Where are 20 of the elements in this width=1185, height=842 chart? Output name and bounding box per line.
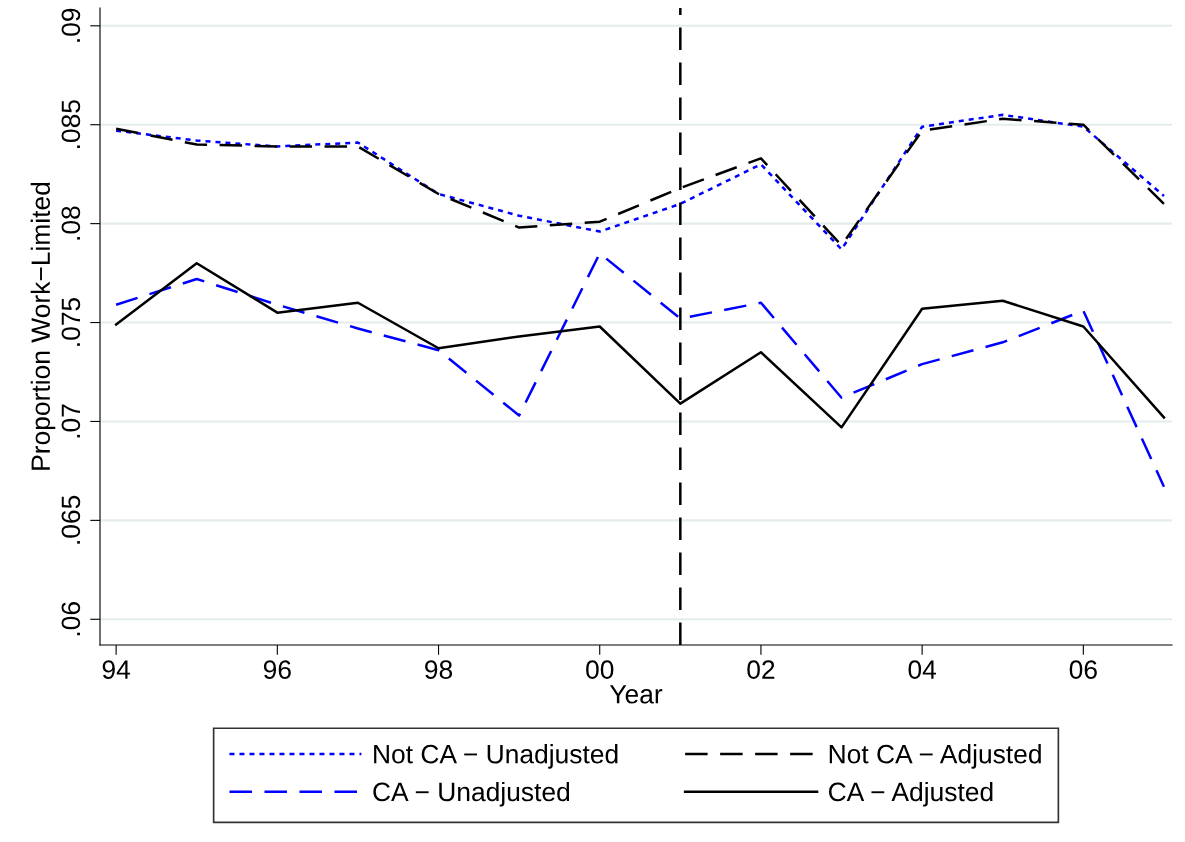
x-axis-title: Year (609, 685, 663, 704)
y-tick-label: .075 (61, 297, 81, 346)
y-tick-label: .06 (61, 602, 81, 636)
y-axis-title: Proportion Work−Limited (30, 182, 56, 470)
x-tick-label: 94 (102, 660, 131, 679)
x-tick-label: 96 (263, 660, 291, 679)
legend-label: CA − Adjusted (828, 781, 993, 807)
x-tick-label: 04 (908, 660, 937, 679)
x-tick-label: 02 (747, 660, 775, 679)
y-tick-label: .07 (61, 404, 81, 438)
y-tick-label: .085 (61, 100, 81, 148)
x-tick-label: 98 (425, 660, 453, 679)
y-tick-label: .065 (61, 495, 81, 544)
y-tick-label: .08 (61, 206, 81, 240)
x-tick-label: 00 (586, 660, 614, 679)
y-tick-label: .09 (61, 8, 81, 42)
legend-label: Not CA − Unadjusted (374, 744, 618, 769)
legend-label: CA − Unadjusted (373, 781, 570, 807)
legend-label: Not CA − Adjusted (829, 744, 1041, 769)
x-tick-label: 06 (1069, 660, 1097, 679)
